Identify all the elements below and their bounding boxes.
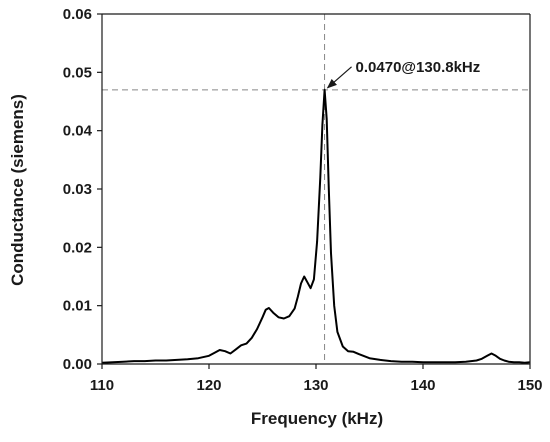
y-tick-label: 0.02 (63, 239, 92, 256)
x-tick-label: 130 (303, 377, 328, 394)
annotation-arrow (326, 66, 352, 89)
reference-lines (102, 14, 530, 364)
y-axis-title: Conductance (siemens) (8, 94, 27, 286)
y-tick-label: 0.00 (63, 356, 92, 373)
plot-background (102, 14, 530, 364)
annotation: 0.0470@130.8kHz (326, 59, 481, 89)
x-tick-label: 120 (196, 377, 221, 394)
x-tick-label: 140 (410, 377, 435, 394)
series-layer (101, 88, 531, 364)
x-axis-title: Frequency (kHz) (251, 409, 383, 428)
y-tick-label: 0.05 (63, 64, 92, 81)
y-tick-label: 0.01 (63, 298, 92, 315)
axes: 110 120 130 140 150 0.00 0.01 0.02 0.03 0.04 0.05 0… (63, 6, 543, 394)
peak-annotation-label: 0.0470@130.8kHz (356, 59, 481, 76)
x-tick-label: 110 (90, 377, 114, 394)
series-line-0 (101, 88, 531, 364)
y-tick-label: 0.04 (63, 123, 93, 140)
y-tick-label: 0.06 (63, 6, 92, 23)
x-tick-label: 150 (517, 377, 542, 394)
plot-area (102, 14, 530, 364)
y-tick-label: 0.03 (63, 181, 92, 198)
